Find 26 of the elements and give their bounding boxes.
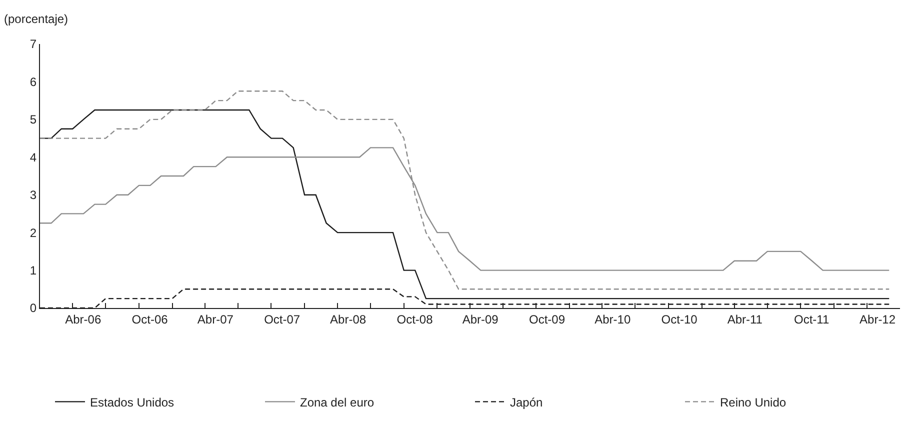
x-tick-label: Abr-08 xyxy=(330,312,366,326)
x-tick-label: Oct-07 xyxy=(264,312,300,326)
y-tick-label: 6 xyxy=(30,74,37,89)
legend-label: Reino Unido xyxy=(720,395,786,410)
x-tick-label: Oct-10 xyxy=(661,312,698,326)
y-tick-label: 5 xyxy=(30,112,37,127)
y-tick-label: 2 xyxy=(30,226,37,240)
legend-label: Estados Unidos xyxy=(90,395,174,410)
x-tick-label: Abr-12 xyxy=(860,312,896,326)
y-tick-label: 7 xyxy=(30,37,37,52)
y-tick-label: 3 xyxy=(30,188,37,202)
x-tick-label: Oct-08 xyxy=(396,312,434,326)
y-tick-label: 0 xyxy=(30,301,37,316)
x-tick-label: Oct-11 xyxy=(794,312,830,326)
x-tick-label: Abr-10 xyxy=(594,312,631,326)
y-axis-title: (porcentaje) xyxy=(4,12,68,26)
y-tick-label: 4 xyxy=(30,150,37,164)
legend-label: Zona del euro xyxy=(300,395,374,410)
x-tick-label: Abr-06 xyxy=(65,312,102,326)
x-tick-label: Oct-09 xyxy=(529,312,566,326)
x-tick-label: Abr-09 xyxy=(462,312,499,326)
x-tick-label: Abr-11 xyxy=(727,312,763,326)
x-tick-label: Abr-07 xyxy=(197,312,234,326)
x-tick-label: Oct-06 xyxy=(132,312,168,326)
y-tick-label: 1 xyxy=(30,263,37,278)
legend-label: Japón xyxy=(510,395,543,410)
